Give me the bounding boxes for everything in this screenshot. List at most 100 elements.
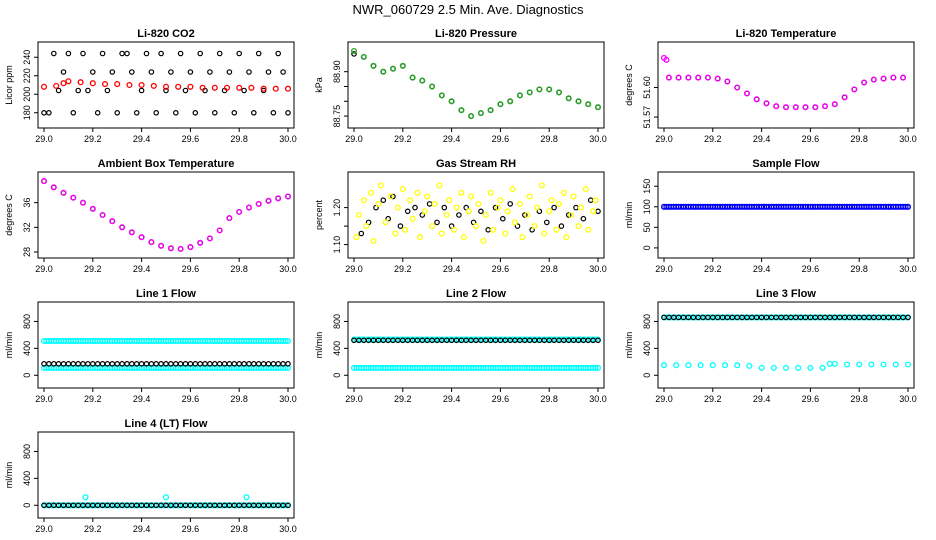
rh-point xyxy=(585,226,592,233)
line1-xtick-label: 30.0 xyxy=(279,394,297,404)
co2-point xyxy=(236,50,243,57)
pressure-series-1 xyxy=(350,47,602,120)
li820-temp-xtick-label: 30.0 xyxy=(899,134,917,144)
line1-series-2 xyxy=(41,360,291,367)
pressure-xtick-label: 29.8 xyxy=(540,134,558,144)
co2-point xyxy=(272,85,279,92)
line2-panel: Line 2 Flow ml/min 29.0 29.2 29.4 29.6 29.8 30.… xyxy=(314,288,607,404)
co2-point xyxy=(65,78,72,85)
co2-point xyxy=(94,110,101,116)
pressure-point xyxy=(546,86,553,93)
li820-temp-xtick-label: 29.0 xyxy=(655,134,673,144)
rh-point xyxy=(575,223,582,230)
rh-point xyxy=(458,189,465,196)
line3-point xyxy=(709,362,716,369)
pressure-point xyxy=(409,74,416,81)
co2-point xyxy=(99,50,106,57)
rh-xtick-label: 29.4 xyxy=(443,264,461,274)
rh-xtick-label: 29.0 xyxy=(345,264,363,274)
rh-point xyxy=(587,197,594,204)
li820-temp-plot-frame xyxy=(657,41,915,129)
line3-point xyxy=(868,361,875,368)
rh-point xyxy=(573,204,579,211)
li820-temp-point xyxy=(675,74,682,81)
rh-point xyxy=(555,200,563,207)
rh-ylabel: percent xyxy=(314,199,324,230)
co2-ylabel: Licor ppm xyxy=(4,65,14,105)
rh-point xyxy=(355,211,362,219)
line1-title: Line 1 Flow xyxy=(136,288,196,300)
rh-point xyxy=(499,215,506,222)
rh-point xyxy=(570,193,577,200)
line3-point xyxy=(819,364,826,371)
li820-temp-ytick-label: 51.60 xyxy=(642,76,652,99)
rh-point xyxy=(387,193,394,200)
co2-point xyxy=(270,110,277,116)
rh-point xyxy=(568,211,575,219)
rh-point xyxy=(438,230,445,237)
line4-xtick-label: 29.0 xyxy=(35,524,53,534)
pressure-xtick-label: 29.6 xyxy=(492,134,510,144)
li820-temp-point xyxy=(714,75,721,82)
li820-temp-title: Li-820 Temperature xyxy=(736,28,837,40)
li820-temp-point xyxy=(880,75,887,82)
co2-point xyxy=(114,110,121,116)
rh-point xyxy=(538,182,545,189)
co2-point xyxy=(150,82,157,89)
line2-xtick-label: 30.0 xyxy=(589,394,607,404)
box-temp-ytick-label: 36 xyxy=(22,198,32,208)
line3-point xyxy=(826,360,833,367)
li820-temp-point xyxy=(704,74,711,81)
pressure-ytick-label: 88.75 xyxy=(332,105,342,128)
pressure-point xyxy=(389,65,397,72)
box-temp-series-1 xyxy=(40,178,292,252)
line4-point xyxy=(243,494,250,501)
line1-point xyxy=(282,364,289,371)
li820-temp-point xyxy=(851,86,858,93)
line2-xtick-label: 29.2 xyxy=(394,394,412,404)
co2-point xyxy=(60,80,67,87)
box-temp-xtick-label: 29.2 xyxy=(84,264,102,274)
line1-point xyxy=(285,360,291,367)
co2-point xyxy=(40,83,48,90)
rh-point xyxy=(548,197,555,204)
box-temp-point xyxy=(60,189,67,196)
co2-point xyxy=(163,87,169,94)
co2-point xyxy=(119,50,125,57)
li820-temp-xtick-label: 29.2 xyxy=(704,134,722,144)
box-temp-panel: Ambient Box Temperature degrees C 29.0 29.2… xyxy=(4,158,297,274)
co2-point xyxy=(153,110,160,116)
sample-flow-ytick-label: 150 xyxy=(642,179,652,194)
line1-ytick-label: 800 xyxy=(22,314,32,329)
line1-ylabel: ml/min xyxy=(4,332,14,359)
pressure-point xyxy=(399,62,406,69)
co2-ytick-label: 180 xyxy=(22,105,32,120)
box-temp-point xyxy=(255,200,262,207)
rh-point xyxy=(368,189,375,196)
line3-point xyxy=(892,361,899,368)
box-temp-point xyxy=(158,242,165,249)
line2-point xyxy=(592,364,599,371)
rh-point xyxy=(516,200,523,207)
line4-xtick-label: 29.4 xyxy=(133,524,151,534)
line1-xtick-label: 29.8 xyxy=(230,394,248,404)
rh-xtick-label: 29.6 xyxy=(492,264,510,274)
pressure-point xyxy=(380,68,387,75)
li820-temp-point xyxy=(812,104,819,111)
pressure-plot-frame xyxy=(347,41,605,129)
sample-flow-point xyxy=(904,203,912,210)
co2-point xyxy=(260,85,267,92)
sample-flow-xtick-label: 30.0 xyxy=(899,264,917,274)
line3-point xyxy=(880,361,887,368)
line4-panel: Line 4 (LT) Flow ml/min 29.0 29.2 29.4 29.6 29… xyxy=(4,418,297,534)
co2-xtick-label: 29.8 xyxy=(230,134,248,144)
pressure-point xyxy=(477,110,484,117)
rh-point xyxy=(399,186,406,193)
li820-temp-point xyxy=(792,104,799,111)
rh-point xyxy=(577,204,584,211)
box-temp-point xyxy=(197,239,204,246)
sample-flow-panel: Sample Flow ml/min 29.0 29.2 29.4 29.6 29.8 30.… xyxy=(624,158,917,274)
rh-point xyxy=(450,226,458,233)
co2-point xyxy=(212,110,218,116)
